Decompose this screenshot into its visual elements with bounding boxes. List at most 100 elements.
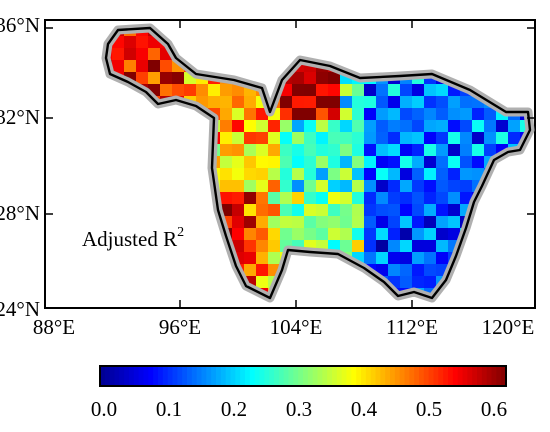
heatmap-cell — [292, 168, 305, 181]
colorbar-swatch — [307, 366, 314, 386]
heatmap-cell — [172, 84, 185, 97]
heatmap-cell — [292, 132, 305, 145]
heatmap-cell — [268, 156, 281, 169]
heatmap-cell — [232, 84, 245, 97]
colorbar-swatch — [496, 366, 502, 386]
colorbar-swatch — [423, 366, 430, 386]
heatmap-cell — [424, 156, 437, 169]
heatmap-cell — [364, 108, 377, 121]
heatmap-cell — [328, 192, 341, 205]
heatmap-cell — [448, 132, 461, 145]
colorbar-swatch — [303, 366, 309, 386]
heatmap-cell — [292, 216, 305, 229]
colorbar-tick-label: 0.1 — [156, 397, 182, 421]
colorbar-swatch — [191, 366, 198, 386]
heatmap-cell — [328, 72, 341, 85]
heatmap-cell — [412, 228, 425, 241]
heatmap-cell — [292, 144, 305, 157]
heatmap-cell — [364, 96, 377, 109]
heatmap-cell — [436, 192, 449, 205]
heatmap-cell — [172, 72, 185, 85]
heatmap-cell — [304, 72, 317, 85]
heatmap-cell — [484, 144, 497, 157]
colorbar-swatch — [312, 366, 319, 386]
colorbar-swatch — [443, 366, 449, 386]
heatmap-cell — [400, 228, 413, 241]
heatmap-cell — [160, 60, 173, 73]
heatmap-cell — [388, 240, 401, 253]
heatmap-cell — [256, 252, 269, 265]
heatmap-cell — [244, 132, 257, 145]
heatmap-cell — [472, 156, 485, 169]
heatmap-cell — [160, 72, 173, 85]
heatmap-cell — [316, 96, 329, 109]
heatmap-cell — [484, 120, 497, 133]
colorbar-swatch — [428, 366, 435, 386]
heatmap-cell — [412, 144, 425, 157]
heatmap-cell — [328, 216, 341, 229]
heatmap-cell — [352, 120, 365, 133]
heatmap-cell — [316, 180, 329, 193]
colorbar-swatch — [182, 366, 188, 386]
heatmap-cell — [496, 120, 509, 133]
heatmap-cell — [292, 156, 305, 169]
colorbar-swatch — [288, 366, 294, 386]
annotation-adjusted-r2: Adjusted R2 — [82, 225, 184, 251]
heatmap-cell — [328, 84, 341, 97]
heatmap-cell — [292, 120, 305, 133]
colorbar-swatch — [245, 366, 251, 386]
heatmap-cell — [316, 192, 329, 205]
heatmap-cell — [280, 216, 293, 229]
heatmap-cell — [400, 192, 413, 205]
heatmap-cell — [460, 108, 473, 121]
heatmap-cell — [520, 120, 530, 133]
colorbar-swatch — [414, 366, 420, 386]
colorbar-frame — [99, 365, 507, 387]
colorbar-swatch — [486, 366, 493, 386]
heatmap-cell — [412, 108, 425, 121]
heatmap-cell — [316, 84, 329, 97]
heatmap-cell — [244, 228, 257, 241]
colorbar-swatch — [158, 366, 164, 386]
lat-tick-label: 32°N — [0, 105, 40, 129]
colorbar-swatch — [206, 366, 212, 386]
heatmap-cell — [232, 96, 245, 109]
heatmap-cell — [352, 228, 365, 241]
colorbar-swatch — [119, 366, 125, 386]
heatmap-cell — [448, 120, 461, 133]
heatmap-cell — [340, 132, 353, 145]
heatmap-cell — [292, 204, 305, 217]
heatmap-cell — [376, 216, 389, 229]
heatmap-cell — [304, 108, 317, 121]
heatmap-cell — [304, 180, 317, 193]
heatmap-cell — [304, 192, 317, 205]
heatmap-cell — [400, 120, 413, 133]
heatmap-cell — [292, 192, 305, 205]
heatmap-cell — [268, 216, 281, 229]
heatmap-cell — [316, 168, 329, 181]
colorbar-swatch — [216, 366, 222, 386]
lon-tick-label: 96°E — [159, 315, 201, 339]
heatmap-cell — [220, 84, 233, 97]
colorbar-swatch — [109, 366, 116, 386]
colorbar-swatch — [399, 366, 406, 386]
heatmap-cell — [364, 156, 377, 169]
lon-tick-label: 88°E — [33, 315, 75, 339]
colorbar-swatch — [240, 366, 246, 386]
heatmap-cell — [304, 84, 317, 97]
heatmap-cell — [244, 252, 257, 265]
heatmap-cell — [316, 108, 329, 121]
heatmap-cell — [400, 84, 413, 97]
colorbar-swatch — [235, 366, 241, 386]
heatmap-cell — [232, 192, 245, 205]
heatmap-cell — [460, 180, 473, 193]
heatmap-cell — [424, 216, 437, 229]
heatmap-cell — [424, 120, 437, 133]
heatmap-cell — [244, 168, 257, 181]
heatmap-cell — [388, 156, 401, 169]
heatmap-cell — [412, 180, 425, 193]
heatmap-cell — [508, 120, 521, 133]
heatmap-cell — [268, 144, 281, 157]
heatmap-cell — [256, 180, 269, 193]
heatmap-cell — [292, 180, 305, 193]
